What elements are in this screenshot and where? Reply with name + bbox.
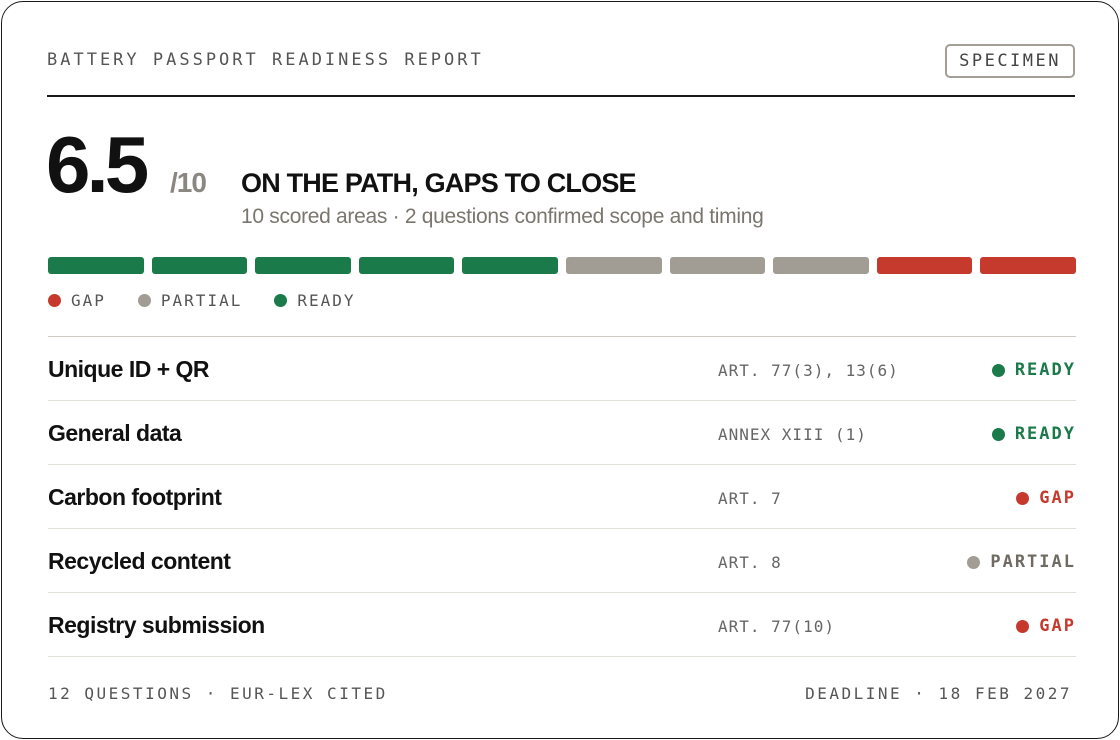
score-value: 6.5 — [46, 120, 149, 209]
specimen-badge: SPECIMEN — [945, 44, 1075, 78]
partial-dot-icon — [137, 294, 151, 307]
status-label: GAP — [1039, 488, 1076, 508]
readiness-segment — [876, 257, 973, 274]
status-label: READY — [1014, 360, 1076, 380]
score-max: /10 — [170, 167, 207, 198]
status-dot-icon — [967, 555, 981, 569]
ready-dot-icon — [274, 294, 288, 307]
readiness-segment — [151, 257, 248, 274]
requirements-list: Unique ID + QR ART. 77(3), 13(6) READY G… — [48, 336, 1076, 657]
readiness-segment — [669, 257, 766, 274]
requirement-status: READY — [991, 424, 1076, 444]
readiness-segment — [773, 257, 869, 274]
status-label: READY — [1014, 424, 1076, 444]
requirement-reference: ART. 77(10) — [718, 617, 835, 636]
footer-question-count: 12 QUESTIONS · EUR-LEX CITED — [48, 684, 388, 703]
footer-deadline: DEADLINE · 18 FEB 2027 — [805, 684, 1072, 703]
report-title: BATTERY PASSPORT READINESS REPORT — [47, 50, 484, 70]
requirement-status: READY — [991, 360, 1076, 380]
requirement-row: Registry submission ART. 77(10) GAP — [48, 593, 1076, 657]
legend-item-gap: GAP — [48, 291, 106, 310]
legend-label: GAP — [71, 291, 106, 310]
readiness-segment — [980, 257, 1076, 274]
gap-dot-icon — [48, 294, 61, 307]
requirement-reference: ANNEX XIII (1) — [718, 425, 867, 444]
requirement-status: GAP — [1016, 616, 1076, 636]
status-dot-icon — [991, 363, 1005, 377]
status-dot-icon — [991, 427, 1005, 441]
status-label: GAP — [1039, 616, 1076, 636]
legend-label: PARTIAL — [160, 291, 243, 310]
requirement-status: GAP — [1016, 488, 1076, 508]
requirement-row: Recycled content ART. 8 PARTIAL — [48, 529, 1076, 593]
readiness-segment — [48, 257, 144, 274]
score-verdict: ON THE PATH, GAPS TO CLOSE — [241, 168, 637, 198]
status-label: PARTIAL — [990, 552, 1076, 572]
score-subline: 10 scored areas · 2 questions confirmed … — [241, 205, 764, 228]
requirement-name: Carbon footprint — [48, 484, 222, 510]
requirement-row: Unique ID + QR ART. 77(3), 13(6) READY — [48, 337, 1076, 401]
status-legend: GAP PARTIAL READY — [48, 291, 356, 310]
readiness-segment — [358, 257, 455, 274]
requirement-name: Recycled content — [48, 548, 231, 574]
readiness-segment — [565, 257, 662, 274]
requirement-row: General data ANNEX XIII (1) READY — [48, 401, 1076, 465]
legend-item-ready: READY — [274, 291, 355, 310]
report-header: BATTERY PASSPORT READINESS REPORT SPECIM… — [47, 44, 1075, 97]
requirement-name: Unique ID + QR — [48, 356, 210, 382]
requirement-row: Carbon footprint ART. 7 GAP — [48, 465, 1076, 529]
requirement-reference: ART. 8 — [718, 553, 782, 572]
readiness-bar — [48, 257, 1076, 274]
legend-label: READY — [297, 291, 356, 310]
status-dot-icon — [1016, 619, 1030, 633]
legend-item-partial: PARTIAL — [137, 291, 243, 310]
readiness-segment — [255, 257, 351, 274]
requirement-status: PARTIAL — [967, 552, 1076, 572]
requirement-name: Registry submission — [48, 612, 265, 638]
requirement-reference: ART. 7 — [718, 489, 782, 508]
readiness-segment — [462, 257, 558, 274]
requirement-name: General data — [48, 420, 182, 446]
requirement-reference: ART. 77(3), 13(6) — [718, 361, 899, 380]
status-dot-icon — [1016, 491, 1030, 505]
